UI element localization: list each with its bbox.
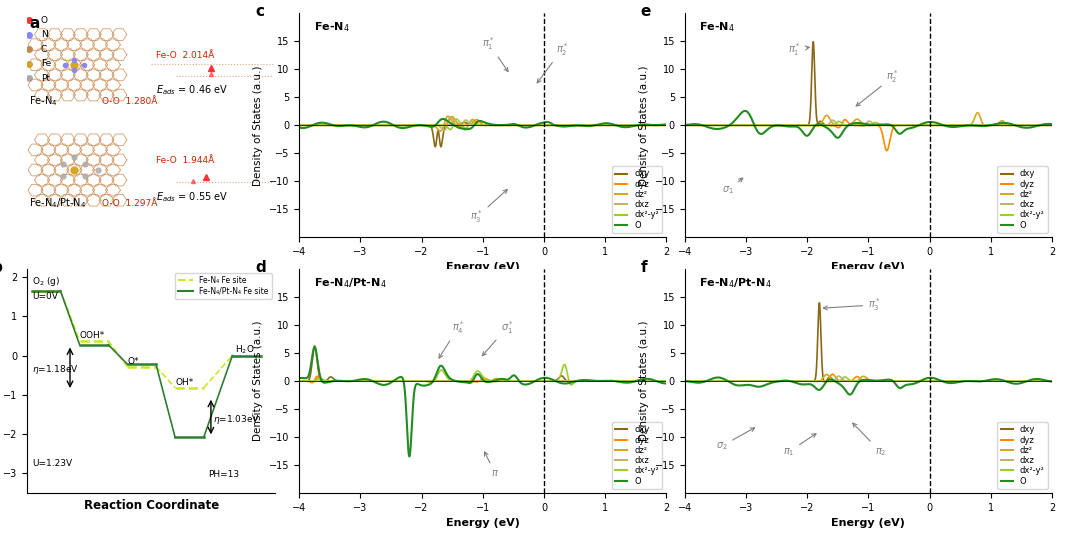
Text: OH*: OH* <box>175 378 193 387</box>
Text: $\sigma_1^*$: $\sigma_1^*$ <box>483 319 514 356</box>
Text: Fe-N$_4$/Pt-N$_4$: Fe-N$_4$/Pt-N$_4$ <box>700 276 772 289</box>
Text: b: b <box>0 260 3 275</box>
Text: O: O <box>41 15 48 25</box>
Text: $\sigma_2$: $\sigma_2$ <box>716 428 755 452</box>
Text: O-O  1.297Å: O-O 1.297Å <box>102 199 157 208</box>
Text: $E_{ads}$ = 0.55 eV: $E_{ads}$ = 0.55 eV <box>157 190 229 204</box>
Text: O$_2$ (g): O$_2$ (g) <box>31 275 60 288</box>
Text: f: f <box>640 260 647 275</box>
X-axis label: Energy (eV): Energy (eV) <box>446 262 519 272</box>
Y-axis label: Density of States (a.u.): Density of States (a.u.) <box>254 321 264 441</box>
Y-axis label: Density of States (a.u.): Density of States (a.u.) <box>639 65 649 185</box>
Text: Fe-N$_4$/Pt-N$_4$: Fe-N$_4$/Pt-N$_4$ <box>29 196 86 209</box>
X-axis label: Energy (eV): Energy (eV) <box>832 518 905 528</box>
Text: $E_{ads}$ = 0.46 eV: $E_{ads}$ = 0.46 eV <box>157 83 229 96</box>
Legend: dxy, dyz, dz², dxz, dx²-y², O: dxy, dyz, dz², dxz, dx²-y², O <box>997 422 1048 489</box>
Text: Pt: Pt <box>41 74 50 83</box>
Legend: Fe-N₄ Fe site, Fe-N₄/Pt-N₄ Fe site: Fe-N₄ Fe site, Fe-N₄/Pt-N₄ Fe site <box>175 273 271 298</box>
Text: $\eta$=1.03eV: $\eta$=1.03eV <box>213 413 260 425</box>
X-axis label: Energy (eV): Energy (eV) <box>446 518 519 528</box>
Text: Fe-N$_4$/Pt-N$_4$: Fe-N$_4$/Pt-N$_4$ <box>314 276 387 289</box>
Text: U=0V: U=0V <box>31 292 57 301</box>
Legend: dxy, dyz, dz², dxz, dx²-y², O: dxy, dyz, dz², dxz, dx²-y², O <box>611 422 662 489</box>
Y-axis label: Density of States (a.u.): Density of States (a.u.) <box>254 65 264 185</box>
Text: $\pi_1$: $\pi_1$ <box>783 434 816 458</box>
Text: $\sigma_1$: $\sigma_1$ <box>721 178 743 196</box>
Text: $\pi_2^*$: $\pi_2^*$ <box>537 41 569 83</box>
Text: C: C <box>41 45 46 54</box>
X-axis label: Reaction Coordinate: Reaction Coordinate <box>83 498 219 512</box>
X-axis label: Energy (eV): Energy (eV) <box>832 262 905 272</box>
Text: c: c <box>255 4 265 19</box>
Text: Fe-O  2.014Å: Fe-O 2.014Å <box>157 51 215 60</box>
Text: Fe-O  1.944Å: Fe-O 1.944Å <box>157 156 215 165</box>
Text: $\pi_4^*$: $\pi_4^*$ <box>438 319 464 358</box>
Text: N: N <box>41 30 48 39</box>
Text: d: d <box>255 260 266 275</box>
Text: U=1.23V: U=1.23V <box>31 458 72 467</box>
Text: $\pi$: $\pi$ <box>485 452 499 478</box>
Text: Fe: Fe <box>41 59 51 68</box>
Text: Fe-N$_4$: Fe-N$_4$ <box>700 20 735 34</box>
Text: O*: O* <box>127 357 139 366</box>
Text: $\pi_1^*$: $\pi_1^*$ <box>788 41 809 58</box>
Y-axis label: Density of States (a.u.): Density of States (a.u.) <box>639 321 649 441</box>
Text: OOH*: OOH* <box>80 331 105 340</box>
Text: Fe-N$_4$: Fe-N$_4$ <box>29 94 58 108</box>
Text: $\pi_2^*$: $\pi_2^*$ <box>856 69 900 106</box>
Text: $\pi_2$: $\pi_2$ <box>853 423 887 458</box>
Legend: dxy, dyz, dz², dxz, dx²-y², O: dxy, dyz, dz², dxz, dx²-y², O <box>611 166 662 233</box>
Text: $\eta$=1.18eV: $\eta$=1.18eV <box>31 363 79 376</box>
Text: a: a <box>29 15 40 30</box>
Text: $\pi_3^*$: $\pi_3^*$ <box>470 190 508 225</box>
Text: PH=13: PH=13 <box>208 470 240 479</box>
Text: $\pi_1^*$: $\pi_1^*$ <box>483 35 508 71</box>
Text: O-O  1.280Å: O-O 1.280Å <box>102 97 157 106</box>
Text: $\pi_3^*$: $\pi_3^*$ <box>823 296 881 313</box>
Text: H$_2$O: H$_2$O <box>234 344 255 357</box>
Text: e: e <box>640 4 651 19</box>
Legend: dxy, dyz, dz², dxz, dx²-y², O: dxy, dyz, dz², dxz, dx²-y², O <box>997 166 1048 233</box>
Text: Fe-N$_4$: Fe-N$_4$ <box>314 20 350 34</box>
